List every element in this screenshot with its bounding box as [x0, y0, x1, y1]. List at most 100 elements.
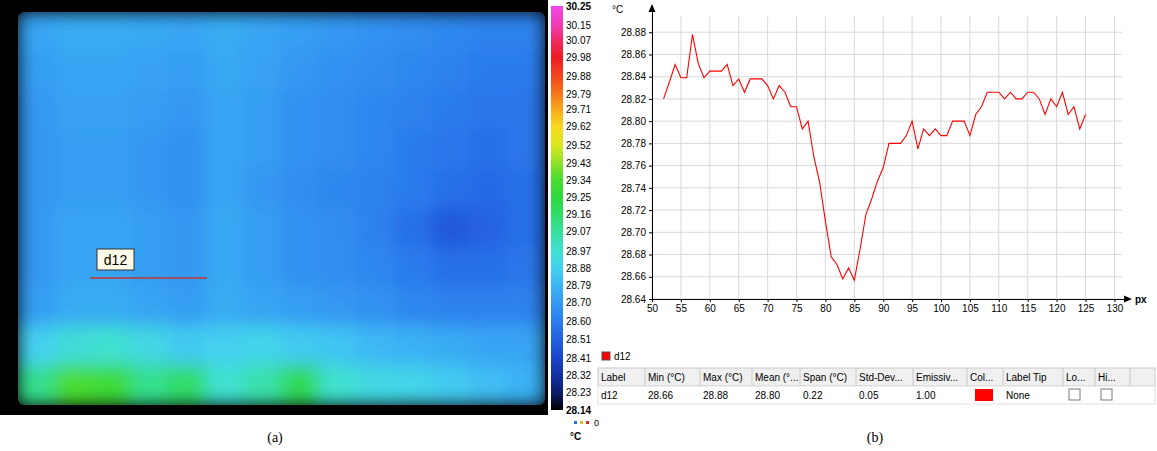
legend-label: d12 — [614, 351, 631, 362]
x-tick-label: 115 — [1020, 303, 1036, 314]
plot-area — [664, 34, 1086, 280]
heat-cell — [356, 169, 395, 209]
table-checkbox[interactable] — [1069, 389, 1080, 400]
x-tick-label: 70 — [763, 303, 775, 314]
heat-cell — [356, 90, 395, 130]
table-cell: 0.05 — [859, 390, 879, 401]
colorbar-tick-label: 30.07 — [566, 35, 591, 46]
x-tick-mark — [1028, 299, 1029, 302]
heat-cell — [432, 90, 471, 130]
colorbar-note: 0 — [594, 418, 599, 428]
x-axis-line — [653, 299, 1127, 300]
heat-cell — [130, 247, 169, 287]
heat-cell — [319, 12, 358, 52]
heat-cell — [469, 247, 508, 287]
heat-cell — [507, 208, 545, 248]
heat-cell — [432, 208, 471, 248]
x-tick-mark — [681, 299, 682, 302]
y-tick-mark — [649, 210, 652, 211]
y-tick-label: 28.84 — [621, 71, 646, 82]
grid-line-x — [1114, 16, 1115, 299]
heat-cell — [18, 208, 56, 248]
x-tick-mark — [739, 299, 740, 302]
heat-cell — [281, 51, 320, 91]
table-header: Std-Dev... — [859, 372, 903, 383]
heat-cell — [319, 365, 358, 405]
heat-cell — [507, 169, 545, 209]
y-tick-mark — [649, 54, 652, 55]
heat-cell — [432, 247, 471, 287]
colorbar-tick-label: 29.25 — [566, 192, 591, 203]
heat-cell — [206, 208, 245, 248]
heat-cell — [507, 12, 545, 52]
heat-cell — [18, 90, 56, 130]
y-tick-mark — [649, 32, 652, 33]
x-tick-mark — [941, 299, 942, 302]
heat-cell — [469, 12, 508, 52]
heat-cell — [469, 90, 508, 130]
table-cell: 28.66 — [648, 390, 673, 401]
heat-cell — [55, 51, 94, 91]
heat-cell — [469, 169, 508, 209]
heat-cell — [168, 90, 207, 130]
table-color-swatch — [975, 389, 993, 401]
image-background — [0, 0, 548, 415]
heat-cell — [206, 287, 245, 327]
table-body-bg — [598, 386, 1155, 404]
x-tick: 75 — [791, 299, 803, 314]
grid-line-x — [1056, 16, 1057, 299]
grid-line-y — [652, 187, 1122, 188]
y-tick: 28.78 — [621, 138, 652, 149]
colorbar-indicator — [580, 421, 583, 424]
table-col-divider — [645, 368, 646, 386]
y-tick: 28.84 — [621, 71, 652, 82]
heat-cell — [168, 208, 207, 248]
table-header: Label — [601, 372, 625, 383]
heat-cell — [55, 129, 94, 169]
heat-cell — [168, 287, 207, 327]
heat-cell — [319, 51, 358, 91]
heat-cell — [130, 12, 169, 52]
grid-line-x — [969, 16, 970, 299]
colorbar-tick-label: 29.79 — [566, 89, 591, 100]
table-header: Emissiv... — [916, 372, 958, 383]
heat-cell — [243, 12, 282, 52]
colorbar-tick-label: 28.79 — [566, 280, 591, 291]
heat-cell — [432, 287, 471, 327]
heat-cell — [394, 208, 433, 248]
grid-line-y — [652, 210, 1122, 211]
colorbar-tick-label: 29.71 — [566, 104, 591, 115]
y-tick-mark — [649, 232, 652, 233]
table-cell: 28.88 — [703, 390, 728, 401]
grid-line-x — [1085, 16, 1086, 299]
table-checkbox[interactable] — [1101, 389, 1112, 400]
x-tick: 55 — [676, 299, 688, 314]
heat-cell — [18, 51, 56, 91]
heat-cell — [168, 169, 207, 209]
grid-line-x — [912, 16, 913, 299]
x-tick-label: 85 — [849, 303, 861, 314]
x-tick-label: 130 — [1107, 303, 1124, 314]
table-header: Hi... — [1098, 372, 1116, 383]
heat-cell — [281, 12, 320, 52]
table-col-divider — [1003, 368, 1004, 386]
x-tick-mark — [1057, 299, 1058, 302]
table-col-divider — [1095, 368, 1096, 386]
table-header: Max (°C) — [703, 372, 743, 383]
grid-line-x — [941, 16, 942, 299]
heat-cell — [18, 326, 56, 366]
x-tick-mark — [1086, 299, 1087, 302]
table-cell: 0.22 — [803, 390, 823, 401]
y-tick-label: 28.82 — [621, 94, 646, 105]
heat-cell — [394, 365, 433, 405]
heat-cell — [469, 287, 508, 327]
thermal-panel: d1230.2530.1530.0729.9829.8829.7929.7129… — [0, 0, 599, 446]
grid-line-y — [652, 165, 1122, 166]
heat-cell — [356, 326, 395, 366]
heat-cell — [93, 129, 132, 169]
heat-cell — [130, 169, 169, 209]
x-tick: 65 — [734, 299, 746, 314]
heat-cell — [281, 287, 320, 327]
y-tick-label: 28.76 — [621, 160, 646, 171]
grid-line-x — [854, 16, 855, 299]
